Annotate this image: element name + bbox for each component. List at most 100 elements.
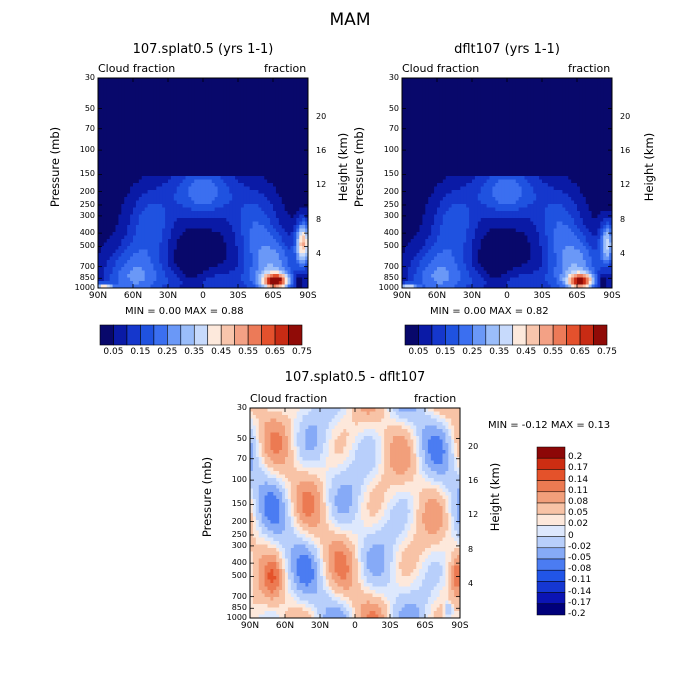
- heatmap-cell: [179, 211, 183, 215]
- heatmap-cell: [287, 141, 291, 145]
- heatmap-cell: [203, 260, 207, 264]
- heatmap-cell: [226, 92, 230, 96]
- heatmap-cell: [448, 102, 452, 107]
- heatmap-cell: [264, 225, 268, 229]
- heatmap-cell: [243, 256, 248, 261]
- heatmap-cell: [243, 232, 248, 236]
- heatmap-cell: [191, 193, 195, 198]
- heatmap-cell: [106, 256, 111, 261]
- heatmap-cell: [118, 284, 122, 289]
- heatmap-cell: [238, 211, 242, 215]
- heatmap-cell: [168, 165, 172, 170]
- heatmap-cell: [188, 228, 192, 233]
- heatmap-cell: [153, 242, 157, 247]
- heatmap-cell: [275, 176, 280, 180]
- heatmap-cell: [159, 267, 163, 271]
- heatmap-cell: [179, 148, 183, 152]
- heatmap-cell: [112, 137, 116, 142]
- heatmap-cell: [264, 260, 268, 264]
- heatmap-cell: [261, 218, 265, 222]
- heatmap-cell: [495, 99, 499, 103]
- heatmap-cell: [159, 183, 163, 187]
- heatmap-cell: [200, 200, 204, 205]
- heatmap-cell: [211, 158, 216, 163]
- heatmap-cell: [138, 211, 143, 215]
- heatmap-cell: [144, 134, 148, 138]
- heatmap-cell: [261, 225, 265, 229]
- heatmap-cell: [284, 239, 288, 243]
- heatmap-cell: [258, 78, 262, 82]
- heatmap-cell: [507, 92, 511, 96]
- heatmap-cell: [182, 274, 186, 278]
- heatmap-cell: [504, 81, 508, 86]
- heatmap-cell: [170, 284, 175, 289]
- heatmap-cell: [305, 123, 309, 128]
- heatmap-cell: [188, 211, 192, 215]
- heatmap-cell: [419, 88, 423, 93]
- heatmap-cell: [258, 88, 262, 93]
- heatmap-cell: [302, 106, 306, 110]
- heatmap-cell: [106, 190, 111, 194]
- heatmap-cell: [98, 102, 102, 107]
- heatmap-cell: [246, 151, 251, 156]
- heatmap-cell: [124, 106, 128, 110]
- heatmap-cell: [290, 267, 294, 271]
- heatmap-cell: [162, 274, 166, 278]
- heatmap-cell: [238, 158, 242, 163]
- heatmap-cell: [191, 204, 195, 208]
- heatmap-cell: [130, 130, 134, 135]
- heatmap-cell: [223, 120, 227, 124]
- heatmap-cell: [162, 200, 166, 205]
- heatmap-cell: [246, 78, 251, 82]
- heatmap-cell: [176, 214, 181, 219]
- heatmap-cell: [521, 85, 525, 89]
- heatmap-cell: [130, 176, 134, 180]
- heatmap-cell: [168, 102, 172, 107]
- heatmap-cell: [98, 232, 102, 236]
- heatmap-cell: [305, 193, 309, 198]
- heatmap-cell: [156, 186, 160, 191]
- heatmap-cell: [258, 134, 262, 138]
- heatmap-cell: [243, 204, 248, 208]
- heatmap-cell: [463, 106, 467, 110]
- heatmap-cell: [170, 95, 175, 100]
- heatmap-cell: [170, 221, 175, 226]
- heatmap-cell: [115, 127, 119, 131]
- heatmap-cell: [223, 88, 227, 93]
- heatmap-cell: [156, 179, 160, 184]
- heatmap-cell: [211, 130, 216, 135]
- heatmap-cell: [422, 85, 426, 89]
- heatmap-cell: [229, 151, 233, 156]
- heatmap-cell: [156, 165, 160, 170]
- heatmap-cell: [606, 99, 610, 103]
- heatmap-cell: [147, 228, 151, 233]
- heatmap-cell: [434, 85, 438, 89]
- heatmap-cell: [168, 88, 172, 93]
- heatmap-cell: [141, 190, 146, 194]
- heatmap-cell: [246, 214, 251, 219]
- heatmap-cell: [150, 169, 154, 173]
- heatmap-cell: [203, 106, 207, 110]
- heatmap-cell: [278, 256, 283, 261]
- heatmap-cell: [191, 228, 195, 233]
- heatmap-cell: [115, 109, 119, 114]
- heatmap-cell: [208, 249, 213, 254]
- heatmap-cell: [130, 172, 134, 177]
- heatmap-cell: [407, 106, 412, 110]
- heatmap-cell: [246, 200, 251, 205]
- heatmap-cell: [179, 81, 183, 86]
- heatmap-cell: [582, 95, 587, 100]
- heatmap-cell: [240, 186, 245, 191]
- heatmap-cell: [472, 85, 476, 89]
- heatmap-cell: [530, 88, 534, 93]
- heatmap-cell: [512, 106, 517, 110]
- heatmap-cell: [173, 221, 178, 226]
- heatmap-cell: [165, 162, 169, 166]
- heatmap-cell: [565, 81, 569, 86]
- heatmap-cell: [290, 284, 294, 289]
- heatmap-cell: [203, 165, 207, 170]
- heatmap-cell: [445, 78, 450, 82]
- heatmap-cell: [290, 162, 294, 166]
- heatmap-cell: [235, 134, 239, 138]
- heatmap-cell: [226, 134, 230, 138]
